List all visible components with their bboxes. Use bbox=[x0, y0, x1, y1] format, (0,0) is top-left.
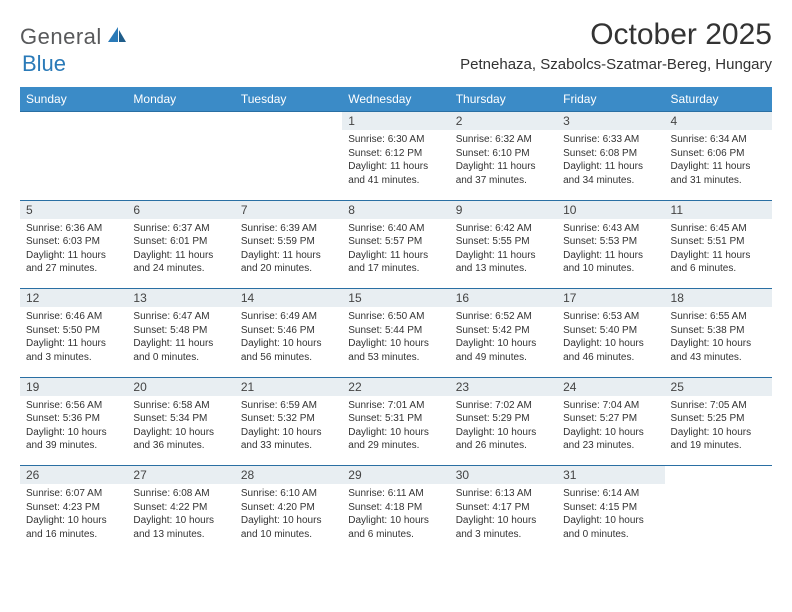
empty-day bbox=[665, 466, 772, 485]
day-number: 30 bbox=[450, 466, 557, 485]
day-number: 26 bbox=[20, 466, 127, 485]
day-number: 29 bbox=[342, 466, 449, 485]
day-detail: Sunrise: 7:01 AMSunset: 5:31 PMDaylight:… bbox=[342, 396, 449, 466]
day-detail: Sunrise: 6:08 AMSunset: 4:22 PMDaylight:… bbox=[127, 484, 234, 554]
daynum-row: 1234 bbox=[20, 112, 772, 131]
empty-day-detail bbox=[235, 130, 342, 200]
day-number: 11 bbox=[665, 200, 772, 219]
empty-day-detail bbox=[20, 130, 127, 200]
day-number: 23 bbox=[450, 377, 557, 396]
day-detail: Sunrise: 6:13 AMSunset: 4:17 PMDaylight:… bbox=[450, 484, 557, 554]
day-number: 6 bbox=[127, 200, 234, 219]
day-detail: Sunrise: 6:53 AMSunset: 5:40 PMDaylight:… bbox=[557, 307, 664, 377]
day-number: 9 bbox=[450, 200, 557, 219]
day-detail: Sunrise: 6:30 AMSunset: 6:12 PMDaylight:… bbox=[342, 130, 449, 200]
day-number: 4 bbox=[665, 112, 772, 131]
day-detail: Sunrise: 6:14 AMSunset: 4:15 PMDaylight:… bbox=[557, 484, 664, 554]
day-detail: Sunrise: 6:52 AMSunset: 5:42 PMDaylight:… bbox=[450, 307, 557, 377]
day-detail: Sunrise: 6:07 AMSunset: 4:23 PMDaylight:… bbox=[20, 484, 127, 554]
month-title: October 2025 bbox=[460, 18, 772, 52]
day-detail: Sunrise: 6:39 AMSunset: 5:59 PMDaylight:… bbox=[235, 219, 342, 289]
day-number: 10 bbox=[557, 200, 664, 219]
day-number: 12 bbox=[20, 289, 127, 308]
day-number: 18 bbox=[665, 289, 772, 308]
brand-part1: General bbox=[20, 24, 102, 50]
weekday-saturday: Saturday bbox=[665, 87, 772, 112]
empty-day bbox=[235, 112, 342, 131]
day-number: 21 bbox=[235, 377, 342, 396]
empty-day-detail bbox=[127, 130, 234, 200]
brand-logo: General bbox=[20, 18, 130, 50]
day-detail: Sunrise: 7:04 AMSunset: 5:27 PMDaylight:… bbox=[557, 396, 664, 466]
day-number: 7 bbox=[235, 200, 342, 219]
detail-row: Sunrise: 6:46 AMSunset: 5:50 PMDaylight:… bbox=[20, 307, 772, 377]
page: General October 2025 Petnehaza, Szabolcs… bbox=[0, 0, 792, 554]
day-detail: Sunrise: 6:59 AMSunset: 5:32 PMDaylight:… bbox=[235, 396, 342, 466]
day-detail: Sunrise: 6:49 AMSunset: 5:46 PMDaylight:… bbox=[235, 307, 342, 377]
day-number: 22 bbox=[342, 377, 449, 396]
day-number: 28 bbox=[235, 466, 342, 485]
day-number: 3 bbox=[557, 112, 664, 131]
day-number: 15 bbox=[342, 289, 449, 308]
day-detail: Sunrise: 6:47 AMSunset: 5:48 PMDaylight:… bbox=[127, 307, 234, 377]
daynum-row: 12131415161718 bbox=[20, 289, 772, 308]
day-detail: Sunrise: 6:46 AMSunset: 5:50 PMDaylight:… bbox=[20, 307, 127, 377]
day-detail: Sunrise: 7:05 AMSunset: 5:25 PMDaylight:… bbox=[665, 396, 772, 466]
daynum-row: 262728293031 bbox=[20, 466, 772, 485]
day-detail: Sunrise: 6:45 AMSunset: 5:51 PMDaylight:… bbox=[665, 219, 772, 289]
day-detail: Sunrise: 6:40 AMSunset: 5:57 PMDaylight:… bbox=[342, 219, 449, 289]
empty-day-detail bbox=[665, 484, 772, 554]
day-number: 16 bbox=[450, 289, 557, 308]
location: Petnehaza, Szabolcs-Szatmar-Bereg, Hunga… bbox=[460, 56, 772, 73]
day-detail: Sunrise: 6:55 AMSunset: 5:38 PMDaylight:… bbox=[665, 307, 772, 377]
day-number: 8 bbox=[342, 200, 449, 219]
detail-row: Sunrise: 6:07 AMSunset: 4:23 PMDaylight:… bbox=[20, 484, 772, 554]
empty-day bbox=[20, 112, 127, 131]
day-number: 17 bbox=[557, 289, 664, 308]
day-number: 2 bbox=[450, 112, 557, 131]
day-detail: Sunrise: 6:37 AMSunset: 6:01 PMDaylight:… bbox=[127, 219, 234, 289]
detail-row: Sunrise: 6:30 AMSunset: 6:12 PMDaylight:… bbox=[20, 130, 772, 200]
sail-icon bbox=[106, 25, 128, 50]
daynum-row: 567891011 bbox=[20, 200, 772, 219]
day-number: 24 bbox=[557, 377, 664, 396]
day-detail: Sunrise: 6:42 AMSunset: 5:55 PMDaylight:… bbox=[450, 219, 557, 289]
day-number: 13 bbox=[127, 289, 234, 308]
weekday-monday: Monday bbox=[127, 87, 234, 112]
detail-row: Sunrise: 6:56 AMSunset: 5:36 PMDaylight:… bbox=[20, 396, 772, 466]
weekday-header-row: SundayMondayTuesdayWednesdayThursdayFrid… bbox=[20, 87, 772, 112]
daynum-row: 19202122232425 bbox=[20, 377, 772, 396]
weekday-sunday: Sunday bbox=[20, 87, 127, 112]
day-number: 31 bbox=[557, 466, 664, 485]
day-number: 25 bbox=[665, 377, 772, 396]
day-detail: Sunrise: 6:56 AMSunset: 5:36 PMDaylight:… bbox=[20, 396, 127, 466]
day-number: 19 bbox=[20, 377, 127, 396]
day-detail: Sunrise: 6:58 AMSunset: 5:34 PMDaylight:… bbox=[127, 396, 234, 466]
weekday-wednesday: Wednesday bbox=[342, 87, 449, 112]
day-detail: Sunrise: 6:32 AMSunset: 6:10 PMDaylight:… bbox=[450, 130, 557, 200]
day-number: 27 bbox=[127, 466, 234, 485]
day-number: 20 bbox=[127, 377, 234, 396]
weekday-thursday: Thursday bbox=[450, 87, 557, 112]
day-number: 14 bbox=[235, 289, 342, 308]
day-detail: Sunrise: 7:02 AMSunset: 5:29 PMDaylight:… bbox=[450, 396, 557, 466]
day-detail: Sunrise: 6:43 AMSunset: 5:53 PMDaylight:… bbox=[557, 219, 664, 289]
day-detail: Sunrise: 6:33 AMSunset: 6:08 PMDaylight:… bbox=[557, 130, 664, 200]
day-number: 5 bbox=[20, 200, 127, 219]
day-number: 1 bbox=[342, 112, 449, 131]
detail-row: Sunrise: 6:36 AMSunset: 6:03 PMDaylight:… bbox=[20, 219, 772, 289]
weekday-tuesday: Tuesday bbox=[235, 87, 342, 112]
day-detail: Sunrise: 6:50 AMSunset: 5:44 PMDaylight:… bbox=[342, 307, 449, 377]
calendar-table: SundayMondayTuesdayWednesdayThursdayFrid… bbox=[20, 87, 772, 554]
weekday-friday: Friday bbox=[557, 87, 664, 112]
title-block: October 2025 Petnehaza, Szabolcs-Szatmar… bbox=[460, 18, 772, 79]
day-detail: Sunrise: 6:36 AMSunset: 6:03 PMDaylight:… bbox=[20, 219, 127, 289]
day-detail: Sunrise: 6:10 AMSunset: 4:20 PMDaylight:… bbox=[235, 484, 342, 554]
day-detail: Sunrise: 6:11 AMSunset: 4:18 PMDaylight:… bbox=[342, 484, 449, 554]
empty-day bbox=[127, 112, 234, 131]
day-detail: Sunrise: 6:34 AMSunset: 6:06 PMDaylight:… bbox=[665, 130, 772, 200]
